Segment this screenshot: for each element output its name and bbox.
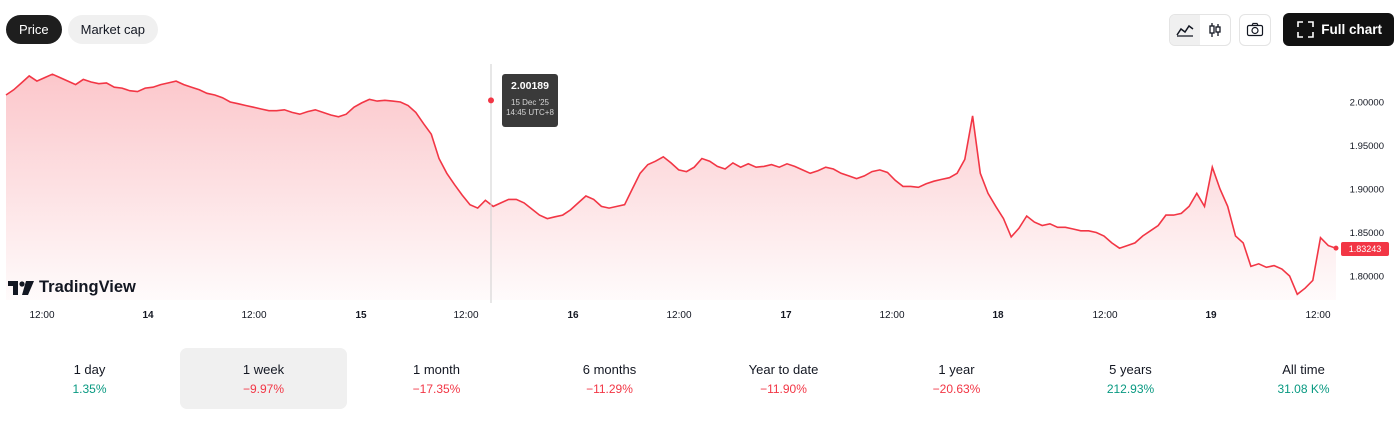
x-tick-label: 19 — [1205, 310, 1217, 321]
period-label: 1 year — [938, 362, 975, 377]
period-1[interactable]: 1 week −9.97% — [180, 348, 347, 409]
last-price-dot — [1333, 245, 1339, 251]
y-tick-label: 1.85000 — [1350, 228, 1384, 239]
tooltip-time: 14:45 UTC+8 — [506, 108, 554, 117]
period-change: −17.35% — [412, 382, 461, 396]
period-label: 6 months — [582, 362, 637, 377]
period-4[interactable]: Year to date −11.90% — [700, 348, 867, 409]
x-tick-label: 12:00 — [879, 310, 904, 321]
period-0[interactable]: 1 day 1.35% — [6, 348, 173, 409]
x-tick-label: 12:00 — [1305, 310, 1330, 321]
chart-type-toggle: Price Market cap — [6, 15, 158, 44]
y-tick-label: 2.00000 — [1350, 98, 1384, 109]
x-tick-label: 14 — [142, 310, 154, 321]
y-tick-label: 1.90000 — [1350, 185, 1384, 196]
price-chart[interactable]: 2.00000 1.95000 1.90000 1.85000 1.80000 12:0… — [0, 60, 1400, 330]
chart-style-group — [1169, 13, 1232, 46]
x-tick-label: 12:00 — [1092, 310, 1117, 321]
tooltip-value: 2.00189 — [511, 80, 549, 92]
period-label: 1 day — [73, 362, 106, 377]
period-change: −11.90% — [760, 382, 807, 396]
period-change: −11.29% — [586, 382, 633, 396]
period-3[interactable]: 6 months −11.29% — [526, 348, 693, 409]
period-label: Year to date — [748, 362, 819, 377]
chart-toolbar: Full chart — [1169, 13, 1394, 46]
price-tab[interactable]: Price — [6, 15, 62, 44]
period-6[interactable]: 5 years 212.93% — [1047, 348, 1214, 409]
tradingview-logo-icon — [8, 280, 34, 295]
period-change: −9.97% — [242, 382, 285, 396]
x-tick-label: 12:00 — [453, 310, 478, 321]
area-chart-icon[interactable] — [1170, 14, 1201, 45]
price-line — [5, 73, 1337, 296]
period-label: 5 years — [1109, 362, 1152, 377]
x-tick-label: 18 — [992, 310, 1004, 321]
y-tick-label: 1.80000 — [1350, 272, 1384, 283]
x-tick-label: 16 — [567, 310, 579, 321]
full-chart-button[interactable]: Full chart — [1283, 13, 1394, 46]
period-change: −20.63% — [932, 382, 981, 396]
camera-icon[interactable] — [1239, 13, 1272, 46]
chart-canvas: 2.00000 1.95000 1.90000 1.85000 1.80000 12:0… — [5, 64, 1384, 321]
x-tick-label: 15 — [355, 310, 367, 321]
period-2[interactable]: 1 month −17.35% — [353, 348, 520, 409]
x-tick-label: 17 — [780, 310, 792, 321]
period-label: 1 week — [242, 362, 285, 377]
period-label: All time — [1282, 362, 1325, 377]
fullscreen-icon — [1297, 21, 1315, 38]
y-tick-label: 1.95000 — [1350, 141, 1384, 152]
period-label: 1 month — [413, 362, 460, 377]
x-tick-label: 12:00 — [29, 310, 54, 321]
period-7[interactable]: All time 31.08 K% — [1220, 348, 1387, 409]
period-change: 1.35% — [72, 382, 107, 396]
x-tick-label: 12:00 — [241, 310, 266, 321]
performance-periods: 1 day 1.35% 1 week −9.97% 1 month −17.35% 6 mo… — [0, 348, 1400, 410]
tradingview-wordmark: TradingView — [39, 278, 136, 296]
last-price-tag: 1.83243 — [1341, 242, 1389, 256]
tradingview-logo: TradingView — [8, 278, 136, 297]
market-cap-tab[interactable]: Market cap — [67, 15, 158, 44]
full-chart-label: Full chart — [1321, 22, 1382, 37]
candlestick-icon[interactable] — [1200, 15, 1230, 45]
x-tick-label: 12:00 — [666, 310, 691, 321]
price-area-fill — [6, 74, 1336, 300]
period-5[interactable]: 1 year −20.63% — [873, 348, 1040, 409]
crosshair-tooltip: 2.00189 15 Dec '25 14:45 UTC+8 — [502, 74, 558, 127]
period-change: 212.93% — [1106, 382, 1155, 396]
tooltip-date: 15 Dec '25 — [511, 98, 549, 107]
period-change: 31.08 K% — [1277, 382, 1330, 396]
crosshair-dot — [488, 97, 494, 104]
